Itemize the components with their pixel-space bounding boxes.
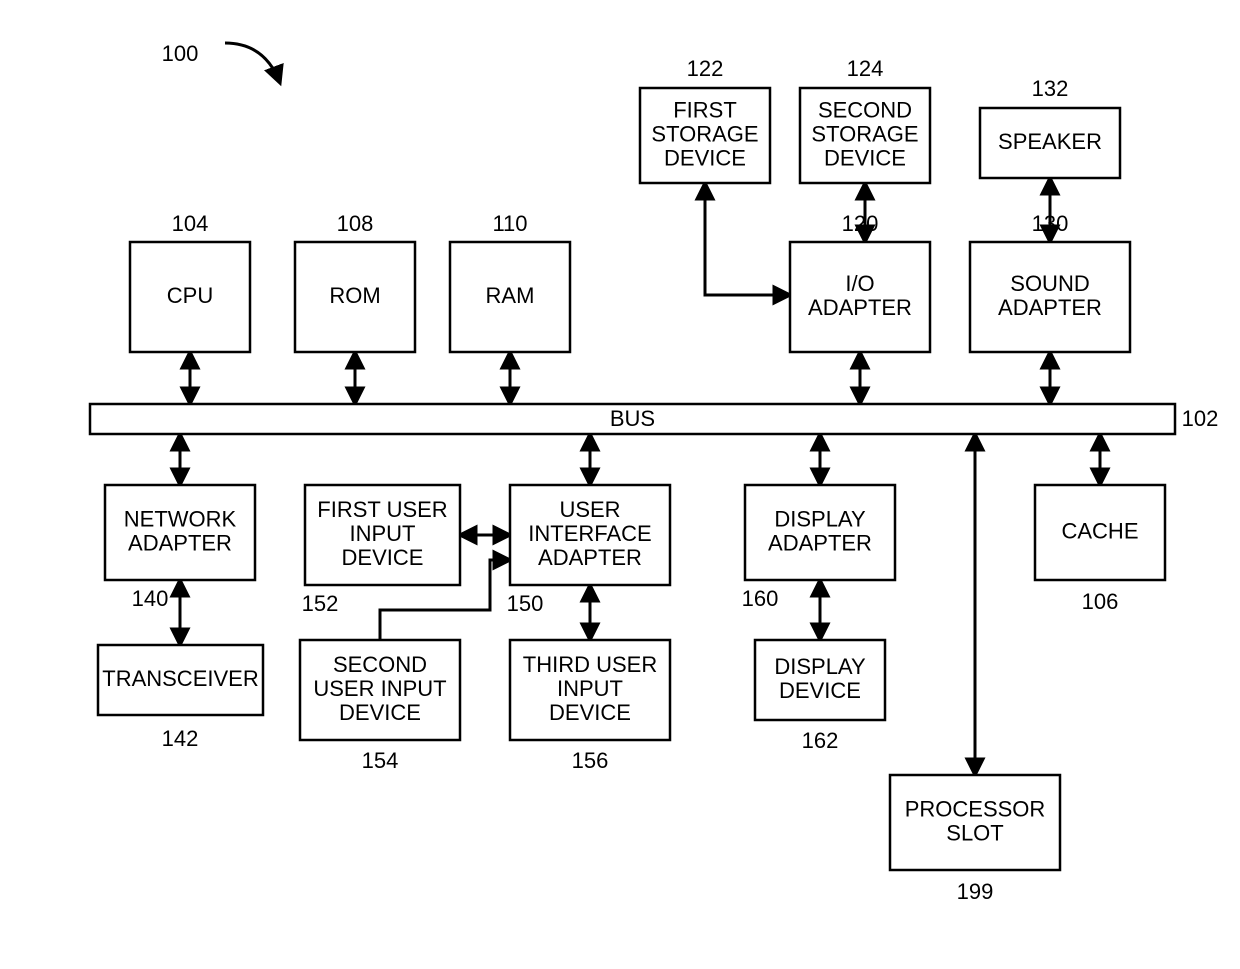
storage1-ref: 122 xyxy=(687,56,724,81)
svg-text:I/O: I/O xyxy=(845,271,874,296)
cpu-ref: 104 xyxy=(172,211,209,236)
svg-text:PROCESSOR: PROCESSOR xyxy=(905,796,1046,821)
svg-text:FIRST USER: FIRST USER xyxy=(317,497,447,522)
transceiver-ref: 142 xyxy=(162,726,199,751)
svg-text:ADAPTER: ADAPTER xyxy=(538,545,642,570)
firstinput-ref: 152 xyxy=(302,591,339,616)
svg-text:ADAPTER: ADAPTER xyxy=(998,295,1102,320)
svg-text:INPUT: INPUT xyxy=(350,521,416,546)
svg-text:CPU: CPU xyxy=(167,283,213,308)
thirdinput-ref: 156 xyxy=(572,748,609,773)
svg-text:DEVICE: DEVICE xyxy=(342,545,424,570)
sound-ref: 130 xyxy=(1032,211,1069,236)
svg-text:STORAGE: STORAGE xyxy=(811,121,918,146)
svg-text:NETWORK: NETWORK xyxy=(124,506,237,531)
svg-text:INPUT: INPUT xyxy=(557,676,623,701)
svg-text:ADAPTER: ADAPTER xyxy=(128,530,232,555)
svg-text:USER INPUT: USER INPUT xyxy=(313,676,446,701)
ioadapter-ref: 120 xyxy=(842,211,879,236)
cache-ref: 106 xyxy=(1082,589,1119,614)
svg-text:DEVICE: DEVICE xyxy=(664,145,746,170)
svg-text:DEVICE: DEVICE xyxy=(339,700,421,725)
svg-text:DISPLAY: DISPLAY xyxy=(774,506,866,531)
svg-text:TRANSCEIVER: TRANSCEIVER xyxy=(102,666,258,691)
svg-text:DISPLAY: DISPLAY xyxy=(774,654,866,679)
secondinput-ref: 154 xyxy=(362,748,399,773)
system-block-diagram: 100BUS102CPU104ROM108RAM110FIRSTSTORAGED… xyxy=(0,0,1240,969)
ram-ref: 110 xyxy=(492,211,527,236)
svg-text:ROM: ROM xyxy=(329,283,380,308)
svg-text:ADAPTER: ADAPTER xyxy=(808,295,912,320)
svg-text:ADAPTER: ADAPTER xyxy=(768,530,872,555)
svg-text:DEVICE: DEVICE xyxy=(824,145,906,170)
netadapter-ref: 140 xyxy=(132,586,169,611)
uia-ref: 150 xyxy=(507,591,544,616)
connector xyxy=(705,183,790,295)
svg-text:SECOND: SECOND xyxy=(333,652,427,677)
bus-label: BUS xyxy=(610,406,655,431)
svg-text:RAM: RAM xyxy=(486,283,535,308)
svg-text:CACHE: CACHE xyxy=(1061,518,1138,543)
svg-text:100: 100 xyxy=(162,41,199,66)
dispdev-ref: 162 xyxy=(802,728,839,753)
bus-ref: 102 xyxy=(1182,406,1219,431)
procslot-ref: 199 xyxy=(957,879,994,904)
svg-text:THIRD USER: THIRD USER xyxy=(523,652,657,677)
speaker-ref: 132 xyxy=(1032,76,1069,101)
svg-text:FIRST: FIRST xyxy=(673,97,737,122)
svg-text:SPEAKER: SPEAKER xyxy=(998,129,1102,154)
svg-text:SOUND: SOUND xyxy=(1010,271,1089,296)
svg-text:USER: USER xyxy=(559,497,620,522)
svg-text:SECOND: SECOND xyxy=(818,97,912,122)
svg-text:STORAGE: STORAGE xyxy=(651,121,758,146)
rom-ref: 108 xyxy=(337,211,374,236)
storage2-ref: 124 xyxy=(847,56,884,81)
svg-text:DEVICE: DEVICE xyxy=(549,700,631,725)
dispadapt-ref: 160 xyxy=(742,586,779,611)
svg-text:DEVICE: DEVICE xyxy=(779,678,861,703)
svg-text:SLOT: SLOT xyxy=(946,820,1003,845)
svg-text:INTERFACE: INTERFACE xyxy=(528,521,651,546)
